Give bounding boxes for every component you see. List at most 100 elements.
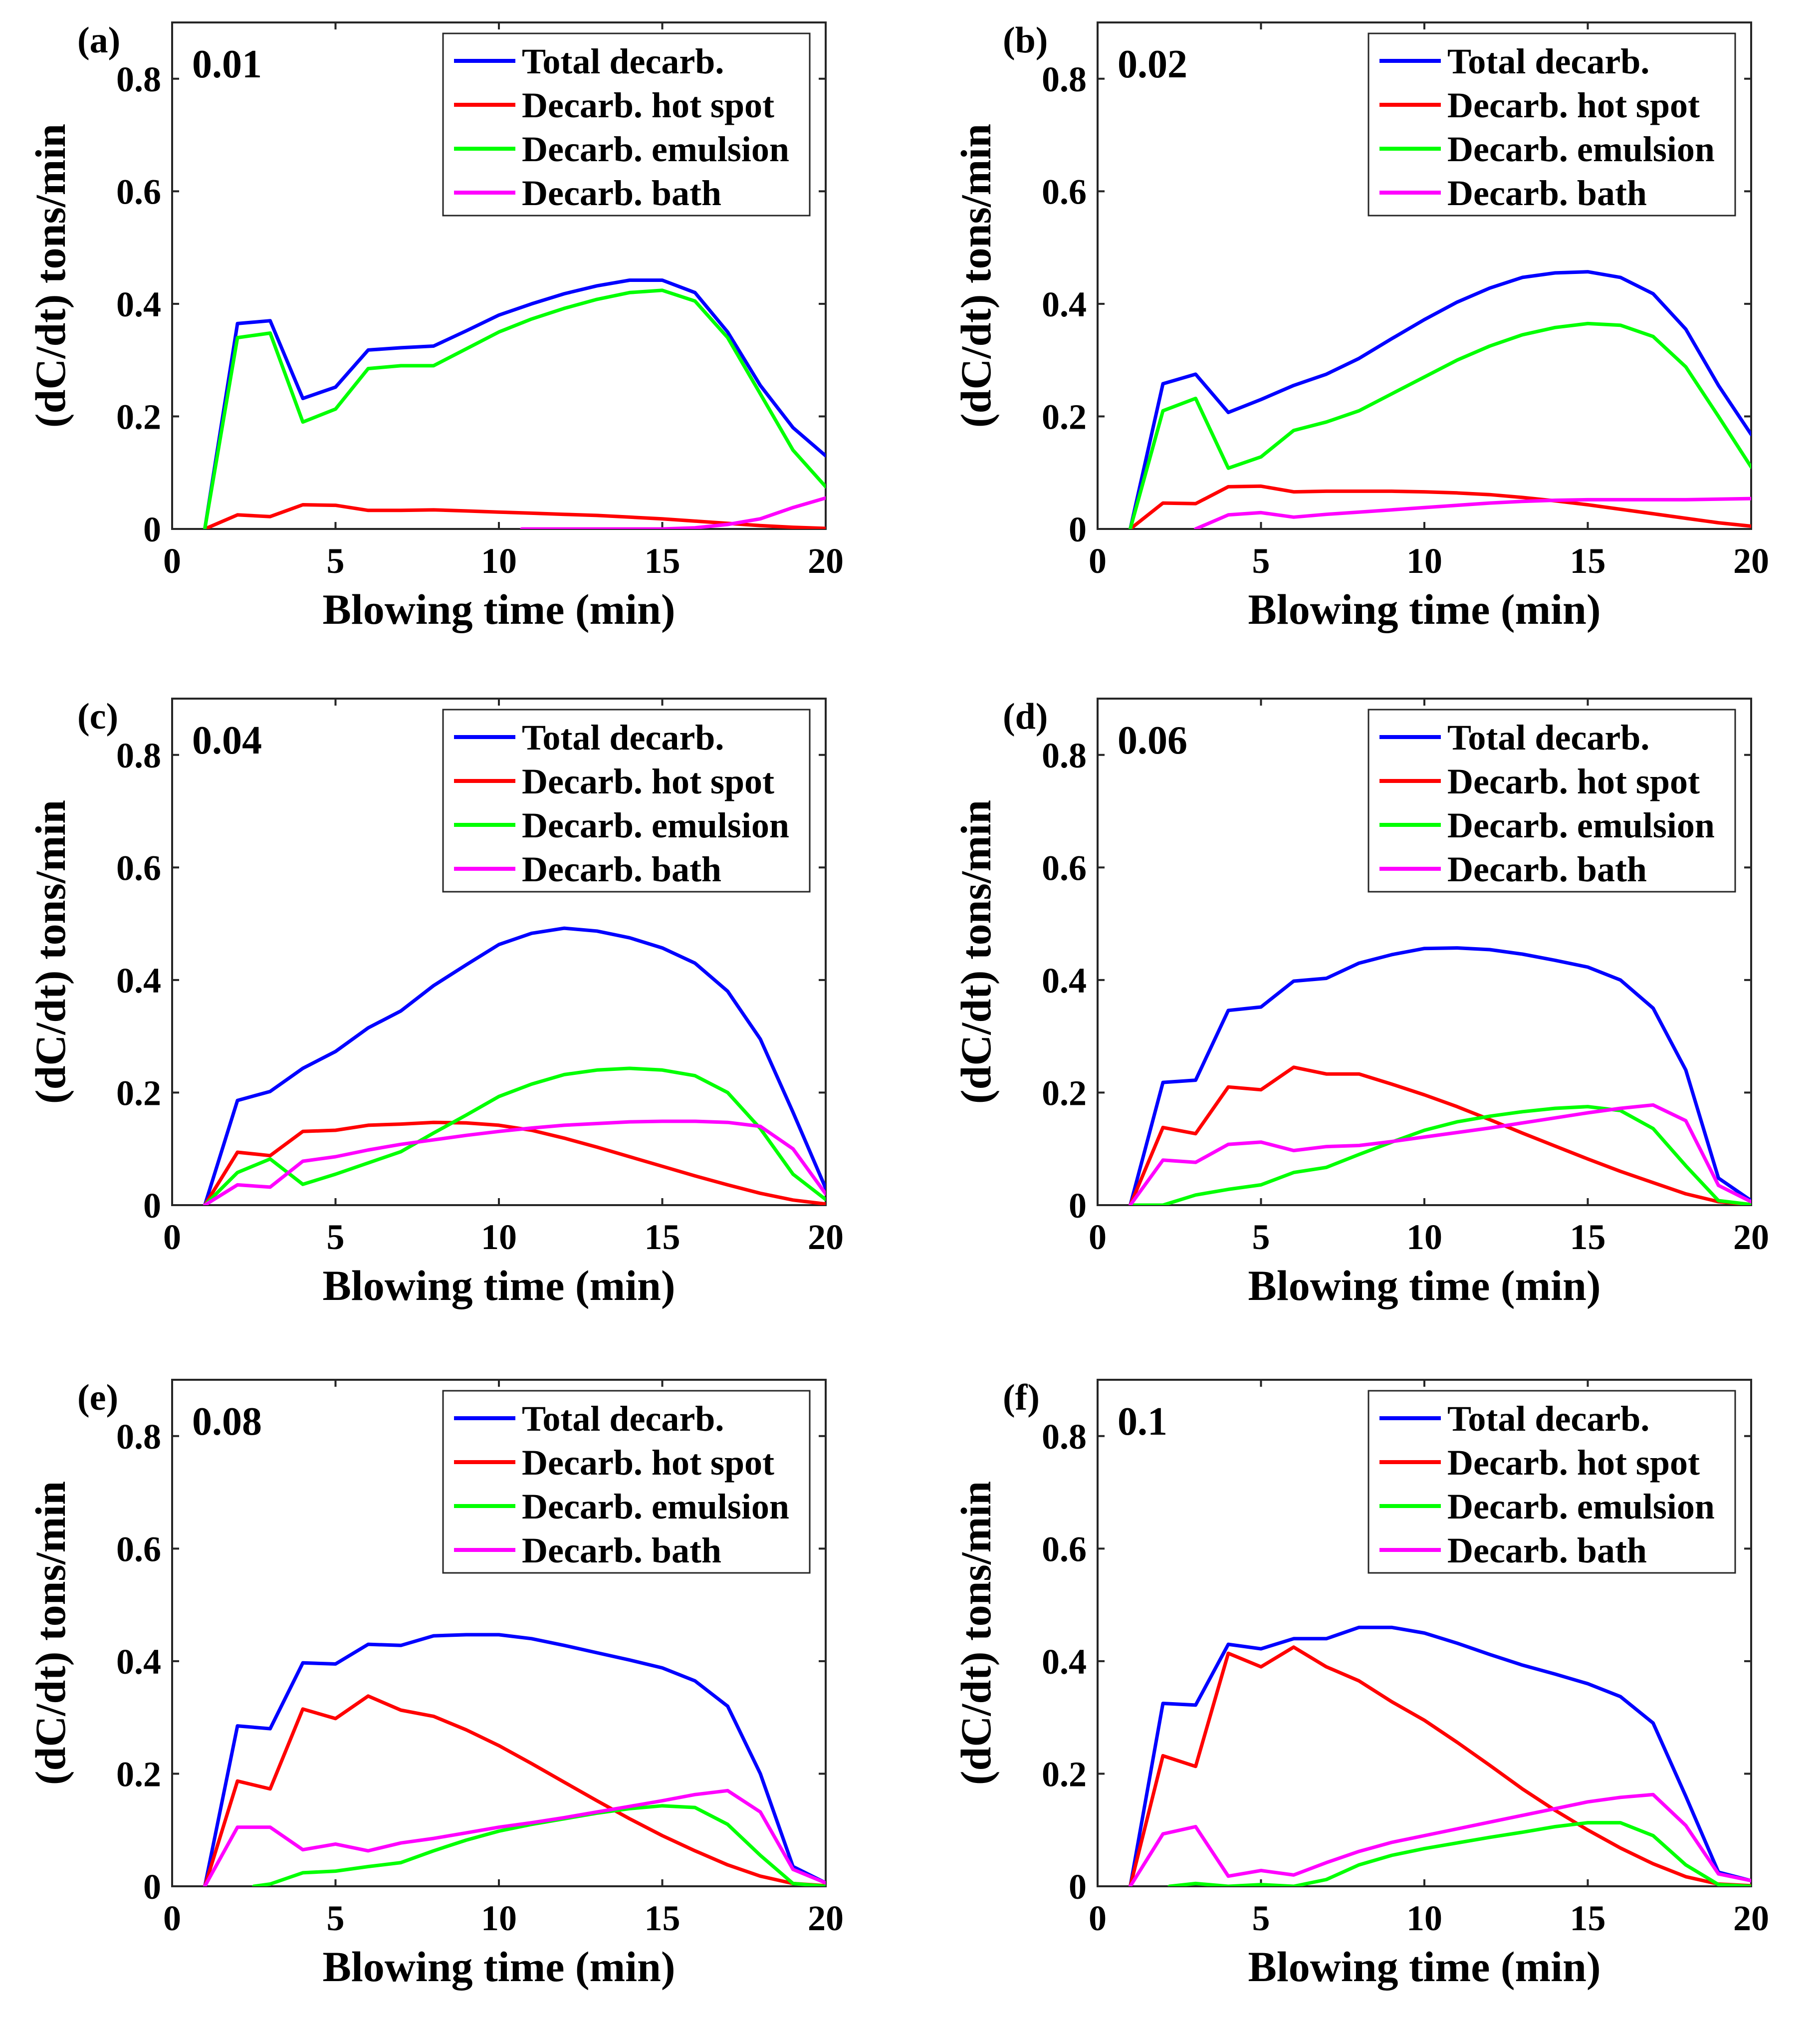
legend-entry-label: Decarb. emulsion: [1447, 1487, 1715, 1526]
x-tick-label: 20: [808, 1898, 844, 1938]
series-line-decarb-emulsion: [203, 1066, 826, 1205]
x-tick-label: 15: [645, 1898, 681, 1938]
legend: Total decarb.Decarb. hot spot Decarb. emu…: [1367, 1390, 1736, 1574]
x-tick-label: 0: [1089, 541, 1107, 581]
legend-entry-label: Total decarb.: [1447, 718, 1649, 758]
panel-e: 0 5 10 15 20 0 0.2 0.4 0.6 0.8 Blowing time (min) (…: [26, 1377, 844, 1991]
x-tick-label: 20: [808, 541, 844, 581]
x-tick-label: 15: [645, 541, 681, 581]
y-tick-label: 0.4: [1042, 961, 1087, 1001]
x-axis-label: Blowing time (min): [1248, 1943, 1600, 1991]
x-tick-label: 20: [1733, 1217, 1769, 1257]
x-tick-label: 5: [1252, 1217, 1270, 1257]
y-tick-label: 0: [143, 1867, 161, 1907]
x-tick-label: 5: [327, 1217, 345, 1257]
panel-tag: 0.06: [1118, 719, 1187, 762]
panel-label: (f): [1003, 1377, 1040, 1418]
x-tick-label: 5: [327, 541, 345, 581]
legend-entry-label: Decarb. bath: [1447, 1530, 1647, 1570]
panel-label: (a): [77, 20, 120, 61]
series-group: [1129, 946, 1751, 1205]
series-line-total-decarb: [203, 926, 826, 1205]
legend-entry-label: Total decarb.: [522, 41, 724, 81]
series-line-decarb-bath: [1129, 1103, 1751, 1205]
legend-entry-label: Decarb. bath: [1447, 849, 1647, 889]
x-axis-label: Blowing time (min): [1248, 585, 1600, 633]
x-axis-label: Blowing time (min): [322, 1943, 675, 1991]
panel-label: (c): [77, 696, 118, 737]
legend-entry-label: Total decarb.: [1447, 1399, 1649, 1439]
y-tick-label: 0.8: [116, 736, 161, 775]
y-tick-label: 0.8: [1042, 1417, 1087, 1457]
series-group: [203, 278, 826, 529]
y-axis-label: (dC/dt) tons/min: [952, 124, 1000, 428]
series-line-decarb-hot-spot: [203, 1694, 826, 1886]
y-tick-label: 0.4: [116, 961, 161, 1001]
panel-tag: 0.04: [192, 719, 262, 762]
legend-entry-label: Total decarb.: [522, 718, 724, 758]
x-tick-label: 10: [1406, 541, 1442, 581]
x-axis-label: Blowing time (min): [322, 585, 675, 633]
panel-tag: 0.08: [192, 1400, 262, 1444]
panel-label: (e): [77, 1377, 118, 1418]
x-tick-label: 15: [1570, 541, 1606, 581]
x-tick-label: 0: [163, 541, 181, 581]
y-tick-label: 0.6: [116, 1529, 161, 1569]
series-line-decarb-emulsion: [1129, 1105, 1751, 1205]
y-tick-label: 0.8: [116, 1417, 161, 1457]
x-tick-label: 10: [481, 541, 517, 581]
panel-tag: 0.1: [1118, 1400, 1167, 1444]
y-axis-label: (dC/dt) tons/min: [26, 800, 74, 1104]
x-tick-label: 5: [1252, 1898, 1270, 1938]
panel-label: (b): [1003, 20, 1048, 61]
legend-entry-label: Decarb. emulsion: [522, 1487, 789, 1526]
series-line-decarb-emulsion: [203, 288, 826, 529]
y-tick-label: 0.4: [1042, 284, 1087, 324]
series-group: [1129, 1625, 1751, 1886]
series-line-decarb-bath: [203, 1788, 826, 1886]
legend-entry-label: Decarb. bath: [1447, 173, 1647, 213]
y-tick-label: 0.2: [116, 397, 161, 437]
x-axis-label: Blowing time (min): [1248, 1262, 1600, 1309]
x-tick-label: 15: [1570, 1217, 1606, 1257]
y-tick-label: 0.8: [116, 59, 161, 99]
legend-entry-label: Decarb. bath: [522, 849, 721, 889]
x-tick-label: 0: [1089, 1898, 1107, 1938]
legend-entry-label: Decarb. hot spot: [1447, 761, 1700, 801]
panel-d: 0 5 10 15 20 0 0.2 0.4 0.6 0.8 Blowing time (min) (…: [952, 696, 1769, 1309]
legend-entry-label: Total decarb.: [1447, 41, 1649, 81]
series-line-decarb-hot-spot: [203, 1120, 826, 1205]
x-tick-label: 20: [1733, 541, 1769, 581]
y-tick-label: 0: [143, 509, 161, 549]
y-tick-label: 0: [1069, 1867, 1087, 1907]
panel-tag: 0.01: [192, 42, 262, 86]
x-tick-label: 5: [1252, 541, 1270, 581]
series-line-decarb-hot-spot: [1129, 1065, 1751, 1205]
series-line-decarb-hot-spot: [203, 503, 826, 529]
legend-entry-label: Decarb. hot spot: [1447, 85, 1700, 125]
y-tick-label: 0.6: [1042, 172, 1087, 212]
series-line-decarb-hot-spot: [1129, 484, 1751, 529]
panel-tag: 0.02: [1118, 42, 1187, 86]
x-tick-label: 0: [1089, 1217, 1107, 1257]
x-tick-label: 15: [1570, 1898, 1606, 1938]
series-line-decarb-emulsion: [1167, 1821, 1751, 1886]
legend-entry-label: Decarb. hot spot: [1447, 1443, 1700, 1483]
legend-entry-label: Decarb. emulsion: [522, 805, 789, 845]
series-line-total-decarb: [1129, 270, 1751, 529]
legend-box: [1367, 1390, 1736, 1574]
series-line-total-decarb: [203, 1633, 826, 1886]
y-tick-label: 0: [143, 1186, 161, 1226]
legend-entry-label: Decarb. hot spot: [522, 1443, 774, 1483]
legend-entry-label: Decarb. hot spot: [522, 761, 774, 801]
y-axis-label: (dC/dt) tons/min: [26, 1481, 74, 1785]
legend-entry-label: Decarb. emulsion: [1447, 129, 1715, 169]
legend-entry-label: Decarb. emulsion: [522, 129, 789, 169]
y-tick-label: 0.2: [1042, 1754, 1087, 1794]
series-line-decarb-hot-spot: [1129, 1645, 1751, 1886]
